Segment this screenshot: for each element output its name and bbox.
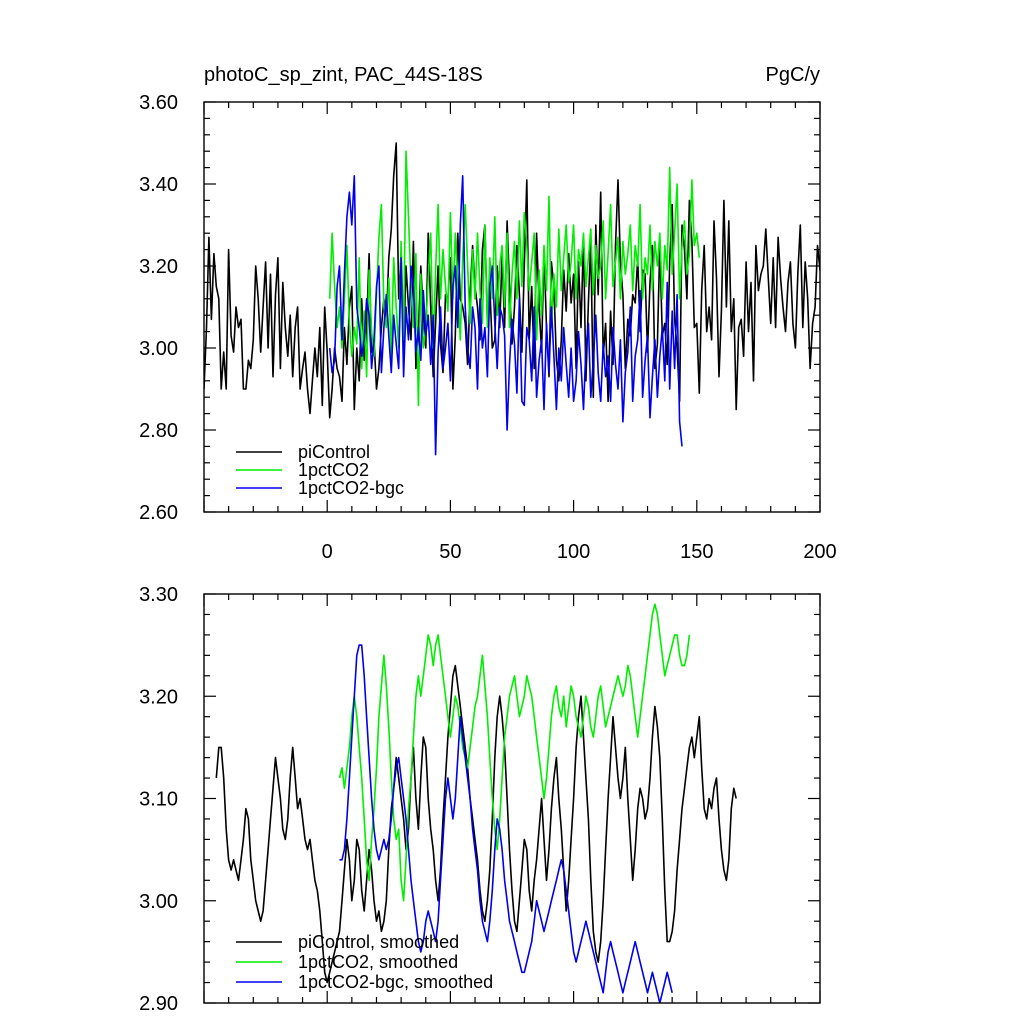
bottom-ytick-label: 3.00 [139, 891, 178, 913]
bottom-ytick-label: 3.10 [139, 789, 178, 811]
top-axes-frame [203, 101, 821, 513]
top-ytick-label: 2.80 [139, 420, 178, 442]
top-ytick-label: 2.60 [139, 502, 178, 524]
top-legend-label: 1pctCO2-bgc [298, 478, 404, 498]
top-ytick-label: 3.00 [139, 338, 178, 360]
bottom-series-picontrol-smoothed-line [215, 664, 737, 984]
bottom-series-1pctco2-smoothed-line [338, 603, 691, 902]
bottom-ytick-label: 2.90 [139, 993, 178, 1015]
bottom-ytick-label: 3.30 [139, 584, 178, 606]
top-xtick-label: 100 [557, 541, 590, 563]
top-xtick-label: 200 [803, 541, 836, 563]
top-xtick-label: 50 [439, 541, 461, 563]
top-ytick-label: 3.40 [139, 174, 178, 196]
top-ytick-label: 3.20 [139, 256, 178, 278]
bottom-series-group [215, 603, 737, 1003]
top-xtick-label: 0 [322, 541, 333, 563]
top-legend-label: 1pctCO2 [298, 460, 369, 480]
bottom-legend-label: 1pctCO2-bgc, smoothed [298, 972, 493, 992]
top-plot-area: 2.60 2.80 3.00 3.20 3.40 3.60 0 50 100 150 200 piCo… [139, 92, 837, 563]
top-series-1pctco2-bgc-line [328, 175, 683, 456]
top-series-picontrol-line [204, 142, 820, 419]
top-legend-label: piControl [298, 442, 370, 462]
top-xtick-label: 150 [680, 541, 713, 563]
bottom-ytick-label: 3.20 [139, 686, 178, 708]
top-ytick-label: 3.60 [139, 92, 178, 114]
top-title: photoC_sp_zint, PAC_44S-18S [204, 64, 483, 86]
bottom-legend-label: piControl, smoothed [298, 932, 459, 952]
top-units: PgC/y [766, 64, 820, 86]
top-series-group [204, 142, 820, 456]
bottom-legend-label: 1pctCO2, smoothed [298, 952, 458, 972]
bottom-series-1pctco2-bgc-smoothed-line [339, 644, 673, 1003]
